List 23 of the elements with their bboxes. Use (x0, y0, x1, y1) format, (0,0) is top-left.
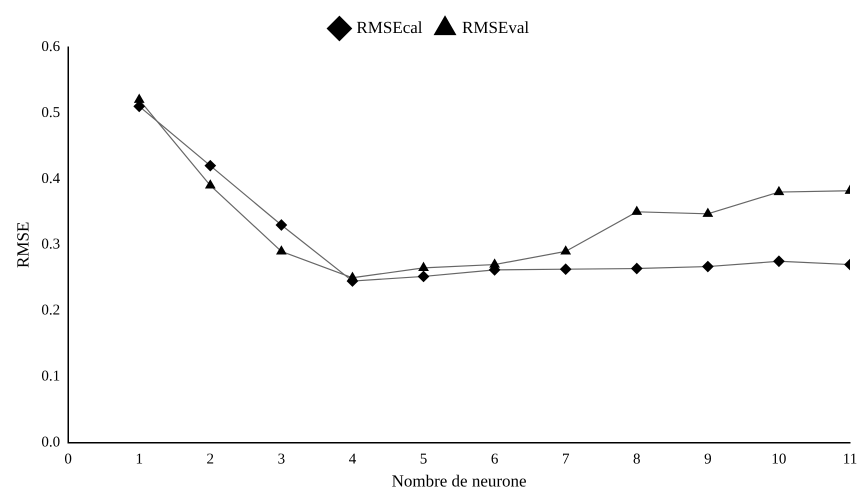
x-tick-label: 4 (348, 452, 357, 468)
x-tick-label: 0 (64, 452, 72, 468)
y-tick-label: 0.6 (41, 38, 61, 55)
x-tick-label: 8 (633, 452, 641, 468)
y-tick-label: 0.3 (41, 236, 60, 253)
x-tick-label: 5 (420, 452, 428, 468)
x-tick-label: 6 (490, 452, 499, 468)
x-tick-label: 7 (562, 452, 570, 468)
x-tick-label: 9 (704, 452, 712, 468)
legend-label: RMSEcal (356, 18, 423, 37)
x-axis-title: Nombre de neurone (392, 471, 527, 490)
x-tick-label: 1 (135, 452, 143, 468)
x-tick-label: 2 (206, 452, 214, 468)
y-tick-label: 0.4 (41, 170, 61, 187)
y-tick-label: 0.2 (41, 302, 60, 319)
x-tick-label: 3 (278, 452, 286, 468)
y-axis-title: RMSE (14, 222, 33, 268)
x-tick-label: 11 (842, 452, 858, 468)
y-tick-label: 0.0 (41, 434, 60, 451)
legend-label: RMSEval (462, 18, 530, 37)
y-tick-label: 0.1 (41, 368, 60, 385)
x-tick-label: 10 (771, 452, 786, 468)
y-tick-label: 0.5 (41, 104, 60, 121)
